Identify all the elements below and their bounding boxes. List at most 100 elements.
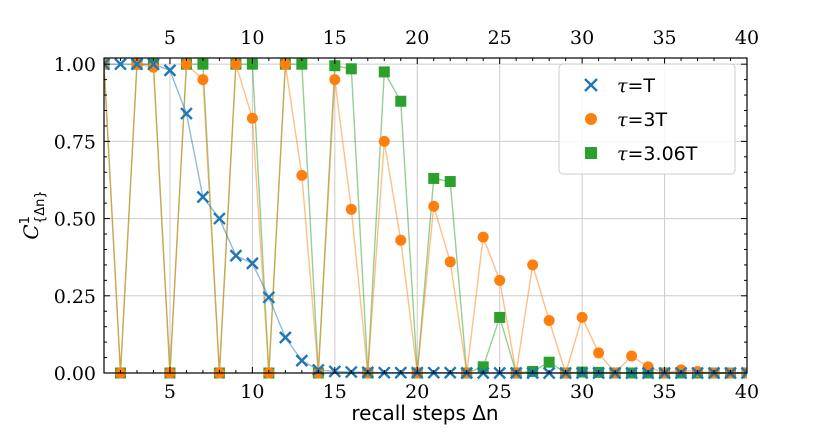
x-tick-label-top: 10 xyxy=(240,27,264,49)
x-tick-label: 15 xyxy=(323,381,347,403)
y-tick-label: 0.25 xyxy=(54,286,96,308)
data-point-s xyxy=(494,311,506,323)
x-tick-label-top: 15 xyxy=(323,27,347,49)
data-point-x-stroke-b xyxy=(213,212,226,225)
x-tick-label: 40 xyxy=(735,381,759,403)
x-tick-label-top: 20 xyxy=(405,27,429,49)
data-point-x xyxy=(163,64,177,77)
data-point-x-stroke-b xyxy=(163,64,177,77)
legend-label-symbol: τ xyxy=(617,75,628,97)
data-point-o xyxy=(428,200,440,212)
data-point-x xyxy=(130,57,144,71)
legend-marker-o xyxy=(585,113,597,125)
legend-marker-x-stroke-b xyxy=(584,78,598,92)
series-line-1 xyxy=(104,63,747,374)
y-axis-title-sup: 1 xyxy=(18,216,33,224)
legend-label-value: =T xyxy=(628,75,656,97)
data-point-o xyxy=(378,135,390,147)
x-tick-label: 20 xyxy=(405,381,429,403)
y-axis-title-main: C xyxy=(19,224,43,239)
data-point-s xyxy=(197,58,209,70)
legend-marker-s xyxy=(585,147,597,159)
data-point-x xyxy=(279,331,292,344)
data-point-x-stroke-b xyxy=(104,57,111,66)
data-point-s xyxy=(395,95,407,107)
data-point-o xyxy=(527,259,539,271)
data-point-s xyxy=(329,60,341,72)
data-point-o xyxy=(230,58,242,70)
data-point-x-stroke-b xyxy=(114,57,127,71)
y-axis-title-sub: {Δn} xyxy=(33,190,48,224)
data-point-s xyxy=(246,58,258,70)
data-point-s xyxy=(345,63,357,75)
data-point-s xyxy=(378,66,390,78)
axes xyxy=(103,57,748,374)
data-point-x xyxy=(114,57,127,71)
legend-label: τ=T xyxy=(617,75,655,97)
data-point-x-stroke-b xyxy=(262,290,276,304)
legend-label: τ=3T xyxy=(617,109,668,131)
data-point-x-stroke-b xyxy=(295,354,309,367)
data-point-x-stroke-a xyxy=(104,62,111,71)
y-tick-label: 0.75 xyxy=(54,131,96,153)
data-point-o xyxy=(626,350,638,362)
data-point-x-stroke-b xyxy=(279,331,292,344)
data-point-s xyxy=(444,176,456,188)
x-tick-label: 30 xyxy=(570,381,594,403)
data-point-o xyxy=(395,234,407,246)
y-axis-title: C1{Δn} xyxy=(18,190,48,239)
data-point-x xyxy=(213,212,226,225)
legend: τ=Tτ=3Tτ=3.06T xyxy=(558,63,736,175)
legend-box xyxy=(558,63,736,175)
data-point-x-stroke-b xyxy=(196,190,210,204)
data-point-x xyxy=(262,290,276,304)
x-tick-label-top: 40 xyxy=(735,27,759,49)
data-point-o xyxy=(576,311,588,323)
data-point-o xyxy=(197,74,209,86)
legend-label-symbol: τ xyxy=(617,109,628,131)
x-tick-label-top: 35 xyxy=(652,27,676,49)
data-point-o xyxy=(279,58,291,70)
data-point-o xyxy=(543,315,555,326)
data-point-x xyxy=(147,57,160,71)
data-point-x xyxy=(246,257,259,270)
data-point-x-stroke-b xyxy=(246,257,259,270)
data-point-o xyxy=(296,169,308,181)
legend-label-value: =3T xyxy=(628,109,668,131)
x-tick-label: 10 xyxy=(240,381,264,403)
data-point-x-stroke-a xyxy=(740,366,747,375)
data-point-s xyxy=(477,361,489,373)
data-point-o xyxy=(147,61,159,73)
data-point-x xyxy=(295,354,309,367)
legend-label: τ=3.06T xyxy=(617,143,698,165)
data-point-x-stroke-b xyxy=(147,57,160,71)
y-tick-label: 0.00 xyxy=(54,363,96,385)
svg-text:C1{Δn}: C1{Δn} xyxy=(18,190,48,239)
y-tick-label: 1.00 xyxy=(54,54,96,76)
legend-label-symbol: τ xyxy=(617,143,628,165)
data-point-o xyxy=(345,203,357,215)
data-point-x-stroke-b xyxy=(740,371,747,380)
y-tick-label: 0.50 xyxy=(54,209,96,231)
x-tick-label-top: 5 xyxy=(164,27,176,49)
data-point-x xyxy=(180,107,193,120)
data-point-o xyxy=(180,58,192,70)
data-point-x-stroke-b xyxy=(229,249,243,262)
data-point-o xyxy=(444,256,456,268)
plot-frame xyxy=(103,57,748,374)
x-axis-title: recall steps Δn xyxy=(351,401,498,425)
data-point-o xyxy=(477,231,489,243)
data-point-o xyxy=(246,112,258,124)
x-tick-label: 25 xyxy=(488,381,512,403)
data-point-x xyxy=(104,57,111,71)
legend-label-value: =3.06T xyxy=(628,143,698,165)
data-point-o xyxy=(494,274,506,286)
data-point-s xyxy=(296,58,308,70)
data-point-x xyxy=(196,190,210,204)
ticks: 5 10 15 20 25 30 35 40 5 10 15 20 25 30 35 40 0.00 0.25 0.… xyxy=(54,27,759,403)
x-tick-label-top: 30 xyxy=(570,27,594,49)
data-point-x xyxy=(229,249,243,262)
data-point-o xyxy=(329,74,341,86)
data-point-s xyxy=(543,356,555,368)
